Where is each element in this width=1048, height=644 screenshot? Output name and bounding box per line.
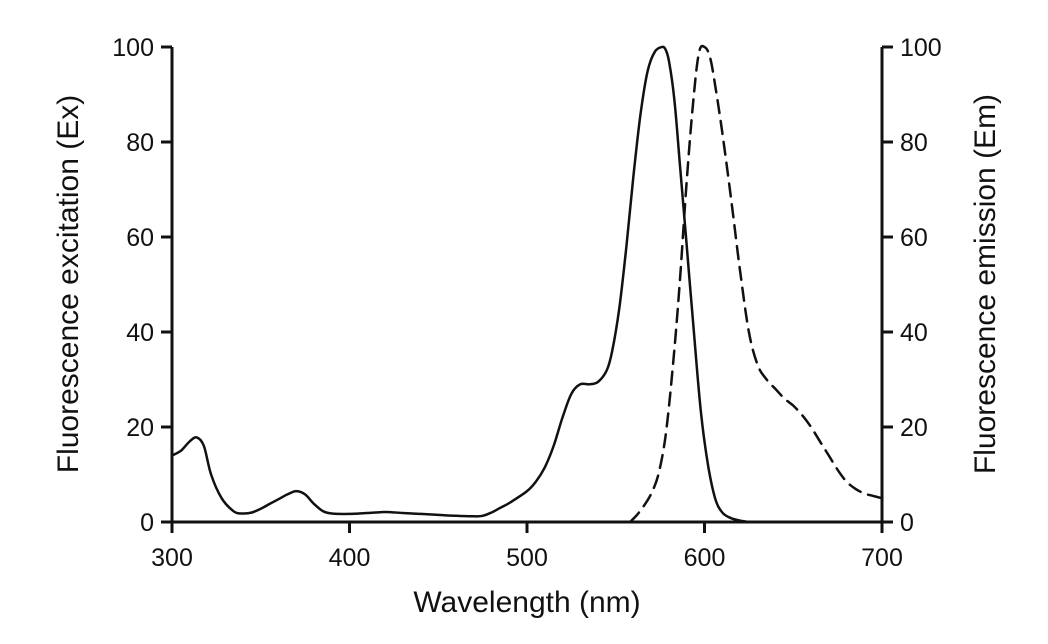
x-tick-label: 500 <box>506 544 548 572</box>
y2-tick-label: 100 <box>900 34 942 62</box>
y2-tick-label: 60 <box>900 224 928 252</box>
x-axis-ticks: 300 400 500 600 700 <box>151 522 903 572</box>
y-axis-left-title: Fluorescence excitation (Ex) <box>52 95 85 474</box>
x-tick-label: 300 <box>151 544 193 572</box>
y-tick-label: 80 <box>126 129 154 157</box>
y-axis-right-title: Fluorescence emission (Em) <box>969 94 1002 474</box>
y-axis-right-ticks: 0 20 40 60 80 100 <box>882 34 942 537</box>
y2-tick-label: 20 <box>900 414 928 442</box>
x-tick-label: 600 <box>684 544 726 572</box>
x-tick-label: 700 <box>861 544 903 572</box>
x-tick-label: 400 <box>329 544 371 572</box>
y-tick-label: 60 <box>126 224 154 252</box>
y-tick-label: 40 <box>126 319 154 347</box>
y2-tick-label: 40 <box>900 319 928 347</box>
excitation-curve <box>170 45 751 524</box>
plot-area <box>170 44 884 524</box>
y-tick-label: 20 <box>126 414 154 442</box>
x-axis-title: Wavelength (nm) <box>413 586 640 619</box>
y-tick-label: 0 <box>140 509 154 537</box>
y-axis-left-ticks: 0 20 40 60 80 100 <box>112 34 172 537</box>
emission-curve <box>628 44 884 524</box>
y-tick-label: 100 <box>112 34 154 62</box>
y2-tick-label: 0 <box>900 509 914 537</box>
y2-tick-label: 80 <box>900 129 928 157</box>
